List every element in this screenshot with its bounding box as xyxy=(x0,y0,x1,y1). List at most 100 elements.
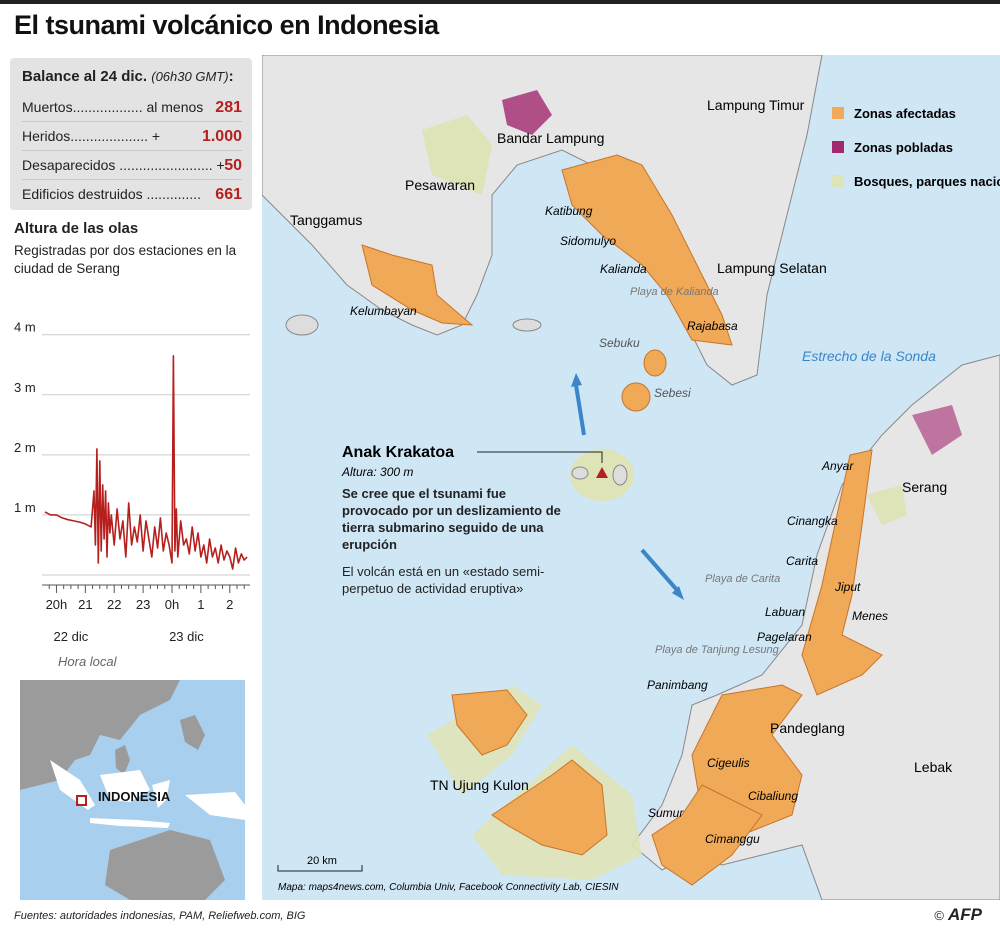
label-carita: Carita xyxy=(786,554,818,568)
label-kelumbayan: Kelumbayan xyxy=(350,304,417,318)
inset-australia xyxy=(105,830,225,900)
x-tick-label: 0h xyxy=(165,597,179,612)
inset-java xyxy=(90,818,170,828)
label-bandar-lampung: Bandar Lampung xyxy=(497,130,604,146)
scale-label: 20 km xyxy=(307,855,337,867)
top-rule xyxy=(0,0,1000,4)
label-lampung-selatan: Lampung Selatan xyxy=(717,260,827,276)
label-estrecho: Estrecho de la Sonda xyxy=(802,348,936,364)
populated-bandar-lampung xyxy=(502,90,552,135)
label-sidomulyo: Sidomulyo xyxy=(560,234,616,248)
y-tick-label: 2 m xyxy=(14,440,36,455)
agency-logo: © AFP xyxy=(934,905,986,925)
balance-heading: Balance al 24 dic. (06h30 GMT): xyxy=(22,68,234,85)
balance-row-buildings: Edificios destruidos .............. 661 xyxy=(22,186,242,203)
label-playa-carita: Playa de Carita xyxy=(705,573,780,585)
label-tanggamus: Tanggamus xyxy=(290,212,362,228)
affected-zone-ujung-kulon xyxy=(491,759,608,856)
legend-label-affected: Zonas afectadas xyxy=(854,106,956,121)
island-rakata xyxy=(571,466,589,480)
island-tabuan xyxy=(285,314,319,336)
affected-zone-kelumbayan xyxy=(361,244,474,326)
island-sebuku xyxy=(643,349,667,377)
affected-zone-banten-coast xyxy=(801,449,883,696)
label-cibaliung: Cibaliung xyxy=(748,789,798,803)
inset-mainland-asia xyxy=(20,680,180,790)
wave-height-chart: 4 m 3 m 2 m 1 m 20h 21 22 23 0h 1 2 22 dic 23 dic Hor… xyxy=(14,320,250,669)
copyright-symbol: © xyxy=(934,908,944,923)
label-playa-tanjung: Playa de Tanjung Lesung xyxy=(655,644,780,656)
wave-height-line xyxy=(44,355,248,570)
x-tick-label: 21 xyxy=(78,597,92,612)
sources-note: Fuentes: autoridades indonesias, PAM, Re… xyxy=(14,910,306,922)
island-legundi xyxy=(512,318,542,332)
label-anyar: Anyar xyxy=(821,459,854,473)
label-sebuku: Sebuku xyxy=(599,336,640,350)
island-sertung xyxy=(612,464,628,486)
label-cimanggu: Cimanggu xyxy=(705,832,760,846)
inset-label: INDONESIA xyxy=(98,789,171,804)
affected-zone-panaitan xyxy=(451,689,528,756)
krakatoa-desc: Se cree que el tsunami fue provocado por… xyxy=(342,486,561,552)
legend-label-forest: Bosques, parques nacionales xyxy=(854,174,1000,189)
x-tick-label: 20h xyxy=(46,597,68,612)
balance-row-dead: Muertos.................. al menos 281 xyxy=(22,93,242,122)
agency-name: AFP xyxy=(948,905,982,924)
balance-row-missing: Desaparecidos ........................ +… xyxy=(22,151,242,180)
date-label: 22 dic xyxy=(54,629,89,644)
inset-papua xyxy=(185,792,245,820)
label-serang: Serang xyxy=(902,479,947,495)
label-cigeulis: Cigeulis xyxy=(707,756,750,770)
label-playa-kalianda: Playa de Kalianda xyxy=(630,286,719,298)
waves-heading: Altura de las olas xyxy=(14,220,139,237)
inset-sulawesi xyxy=(152,780,170,808)
x-tick-label: 23 xyxy=(136,597,150,612)
krakatoa-name: Anak Krakatoa xyxy=(342,444,454,461)
label-pandeglang: Pandeglang xyxy=(770,720,845,736)
label-rajabasa: Rajabasa xyxy=(687,319,738,333)
legend-swatch-forest xyxy=(832,175,844,187)
x-tick-label: 1 xyxy=(197,597,204,612)
inset-philippines xyxy=(180,715,205,750)
krakatoa-altitude: Altura: 300 m xyxy=(341,465,413,479)
forest-serang xyxy=(867,485,907,525)
label-pagelaran: Pagelaran xyxy=(757,630,812,644)
wave-arrow-southeast xyxy=(640,548,679,592)
arrow-head-southeast-icon xyxy=(672,586,684,600)
page-title: El tsunami volcánico en Indonesia xyxy=(14,10,439,40)
krakatoa-desc2-box: El volcán está en un «estado semi-perpet… xyxy=(342,564,545,596)
legend-label-populated: Zonas pobladas xyxy=(854,140,953,155)
date-label: 23 dic xyxy=(169,629,204,644)
krakatoa-desc2: El volcán está en un «estado semi-perpet… xyxy=(342,564,545,596)
label-lampung-timur: Lampung Timur xyxy=(707,97,805,113)
inset-borneo xyxy=(100,770,150,802)
label-lebak: Lebak xyxy=(914,759,953,775)
island-sebesi xyxy=(621,382,651,412)
label-katibung: Katibung xyxy=(545,204,593,218)
affected-zone-lampung-selatan xyxy=(561,154,733,346)
label-panimbang: Panimbang xyxy=(647,678,708,692)
forest-pesawaran xyxy=(422,115,492,195)
inset-sumatra xyxy=(50,760,95,810)
label-kalianda: Kalianda xyxy=(600,262,647,276)
krakatoa-leader-line xyxy=(477,451,603,463)
x-axis-label: Hora local xyxy=(58,654,118,669)
y-tick-label: 3 m xyxy=(14,380,36,395)
label-ujung-kulon: TN Ujung Kulon xyxy=(430,777,529,793)
label-labuan: Labuan xyxy=(765,605,805,619)
x-tick-label: 2 xyxy=(226,597,233,612)
label-jiput: Jiput xyxy=(834,580,861,594)
y-tick-label: 1 m xyxy=(14,500,36,515)
casualty-balance-box: Balance al 24 dic. (06h30 GMT): Muertos.… xyxy=(10,58,252,210)
legend-swatch-affected xyxy=(832,107,844,119)
inset-island xyxy=(115,745,130,775)
indonesia-locator-map: INDONESIA xyxy=(20,680,245,900)
sunda-strait-map: Zonas afectadas Zonas pobladas Bosques, … xyxy=(262,55,1000,900)
map-credit: Mapa: maps4news.com, Columbia Univ, Face… xyxy=(278,882,619,893)
label-sebesi: Sebesi xyxy=(654,386,691,400)
krakatoa-desc-box: Se cree que el tsunami fue provocado por… xyxy=(342,486,561,552)
arrow-head-north-icon xyxy=(571,373,582,387)
affected-zone-sumur xyxy=(651,784,763,886)
y-tick-label: 4 m xyxy=(14,320,36,335)
x-tick-label: 22 xyxy=(107,597,121,612)
